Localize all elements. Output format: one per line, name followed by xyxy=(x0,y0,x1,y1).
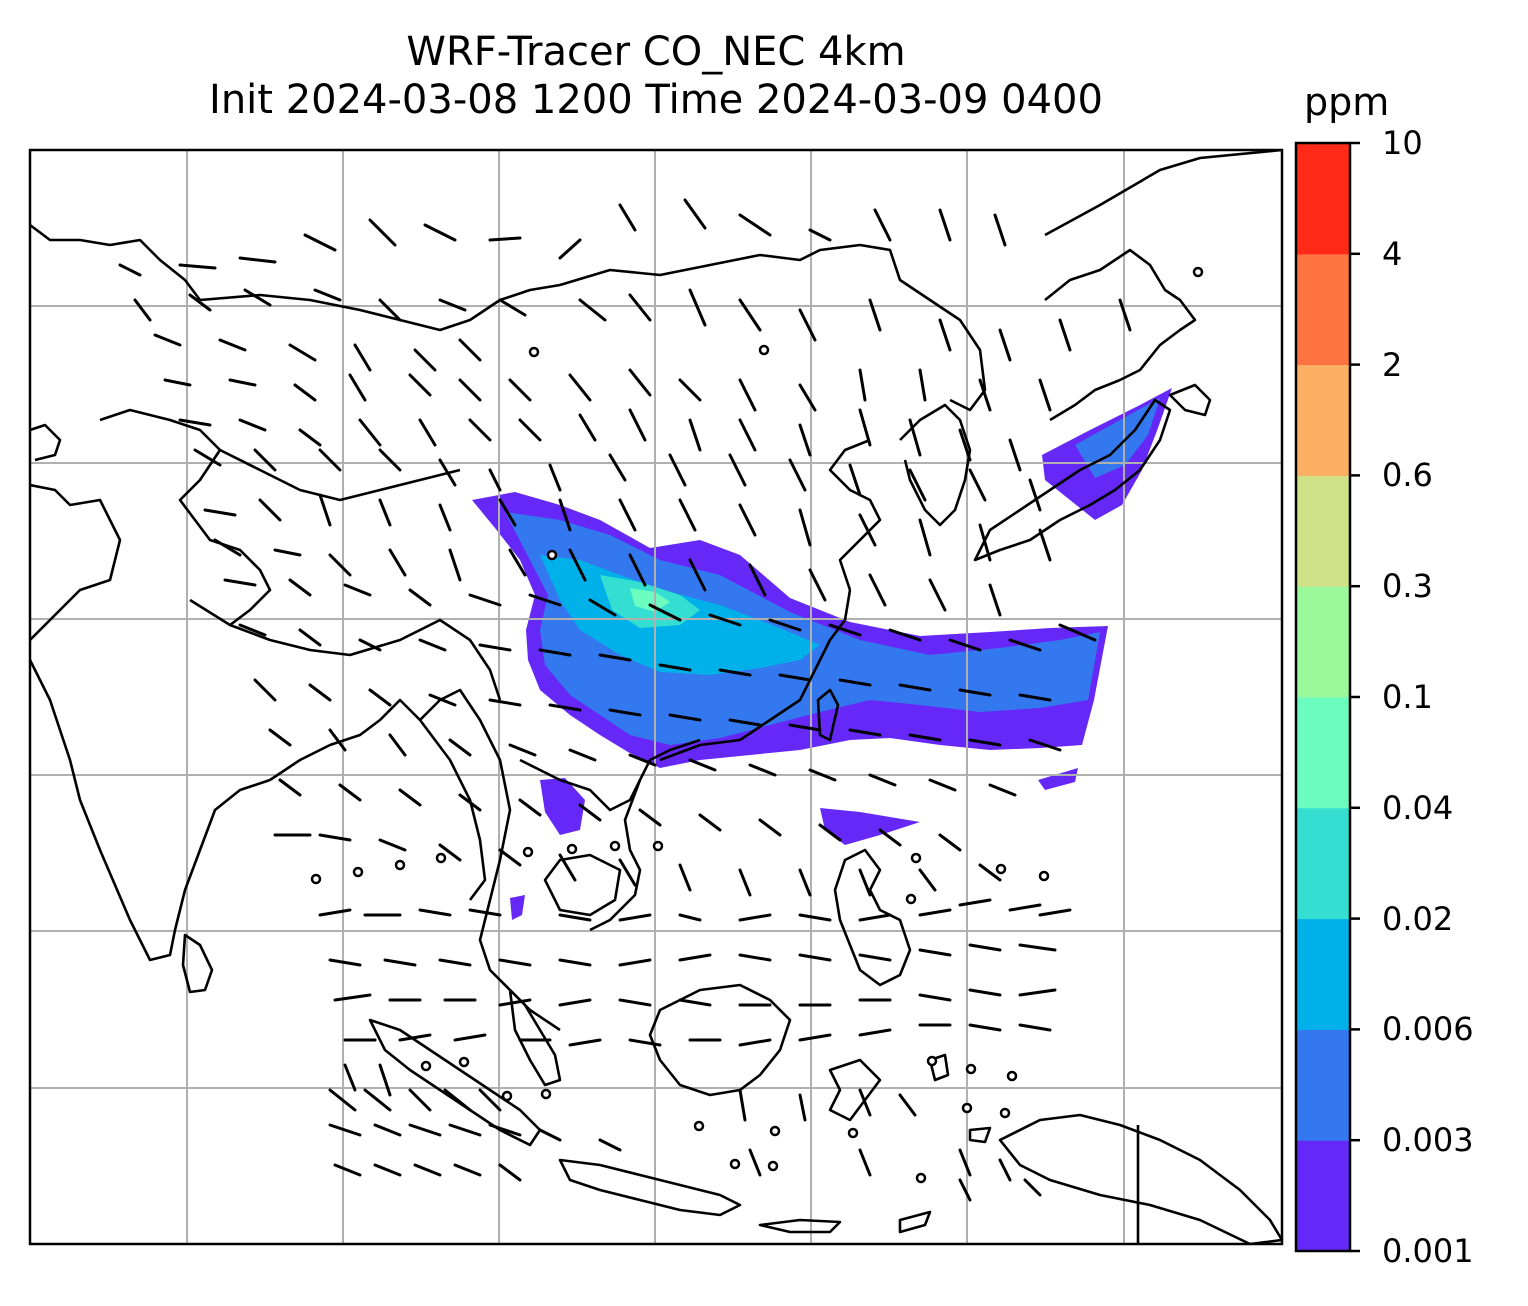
colorbar-tick-label: 0.1 xyxy=(1382,678,1433,716)
sri-lanka xyxy=(181,933,214,994)
colorbar-segment xyxy=(1296,1140,1350,1252)
russia-coast xyxy=(1044,248,1197,422)
plume-japan-inner xyxy=(1075,398,1160,478)
map-title: WRF-Tracer CO_NEC 4km Init 2024-03-08 12… xyxy=(30,28,1282,124)
colorbar xyxy=(1294,141,1360,1253)
colorbar-tick-label: 0.006 xyxy=(1382,1010,1474,1049)
gulf-thailand xyxy=(543,853,622,917)
wind-barbs xyxy=(118,198,1132,1202)
sulawesi xyxy=(828,1058,882,1122)
new-guinea xyxy=(998,1113,1282,1244)
plume-south-3 xyxy=(510,895,525,920)
russia-north xyxy=(1044,150,1282,237)
sumatra xyxy=(368,1018,542,1147)
map-frame xyxy=(28,148,1284,1246)
indochina-coast xyxy=(519,738,701,812)
colorbar-segment xyxy=(1296,697,1350,809)
map-panel xyxy=(30,150,1282,1244)
china-north-border xyxy=(199,283,561,332)
colorbar-tick-label: 0.02 xyxy=(1382,899,1454,938)
korea xyxy=(899,403,972,527)
mongolia-border xyxy=(559,243,987,412)
gridlines xyxy=(30,150,1282,1244)
west-borders xyxy=(99,408,272,627)
colorbar-tick-label: 4 xyxy=(1382,234,1403,273)
japan-honshu xyxy=(973,398,1172,562)
colorbar-tick-label: 0.3 xyxy=(1382,567,1433,606)
tibet-border xyxy=(219,448,461,502)
colorbar-tick-label: 0.003 xyxy=(1382,1121,1474,1160)
india-west-coast xyxy=(30,659,271,962)
borneo xyxy=(648,983,792,1097)
colorbar-segment xyxy=(1296,253,1350,366)
colorbar-segment xyxy=(1296,1029,1350,1141)
colorbar-segment xyxy=(1296,475,1350,587)
colorbar-tick-label: 10 xyxy=(1382,124,1423,162)
calm-wind-markers xyxy=(310,266,1204,1184)
plume-main-mid xyxy=(505,512,1100,745)
co-tracer-plume xyxy=(472,388,1172,920)
caspian xyxy=(30,423,62,462)
java xyxy=(558,1158,742,1217)
title-line-2: Init 2024-03-08 1200 Time 2024-03-09 040… xyxy=(209,77,1103,123)
japan-hokkaido xyxy=(1168,383,1212,417)
coastlines xyxy=(30,150,1282,1244)
colorbar-tick-label: 2 xyxy=(1382,345,1403,384)
colorbar-segment xyxy=(1296,143,1350,255)
colorbar-unit-label: ppm xyxy=(1304,80,1390,124)
philippines xyxy=(833,848,912,987)
colorbar-segment xyxy=(1296,918,1350,1030)
china-south-coast xyxy=(659,589,852,762)
colorbar-segment xyxy=(1296,807,1350,920)
vietnam-coast xyxy=(589,779,642,932)
plume-south-2 xyxy=(820,808,920,845)
malay-peninsula xyxy=(508,988,562,1087)
title-line-1: WRF-Tracer CO_NEC 4km xyxy=(406,29,906,75)
maluku xyxy=(928,1053,992,1144)
plume-core-peak xyxy=(630,588,670,612)
colorbar-tick-label: 0.001 xyxy=(1382,1232,1474,1270)
kazakh-border xyxy=(30,223,202,301)
colorbar-tick-label: 0.04 xyxy=(1382,788,1454,827)
colorbar-segment xyxy=(1296,364,1350,476)
china-east-coast xyxy=(828,438,882,591)
colorbar-segment xyxy=(1296,586,1350,698)
plume-south-4 xyxy=(1038,768,1078,790)
flores xyxy=(758,1218,842,1234)
plume-south-1 xyxy=(540,778,585,835)
bay-of-bengal-coast xyxy=(269,698,487,901)
himalaya-border xyxy=(189,598,502,701)
timor xyxy=(898,1210,932,1234)
india-coast xyxy=(30,483,122,641)
colorbar-tick-label: 0.6 xyxy=(1382,456,1433,495)
